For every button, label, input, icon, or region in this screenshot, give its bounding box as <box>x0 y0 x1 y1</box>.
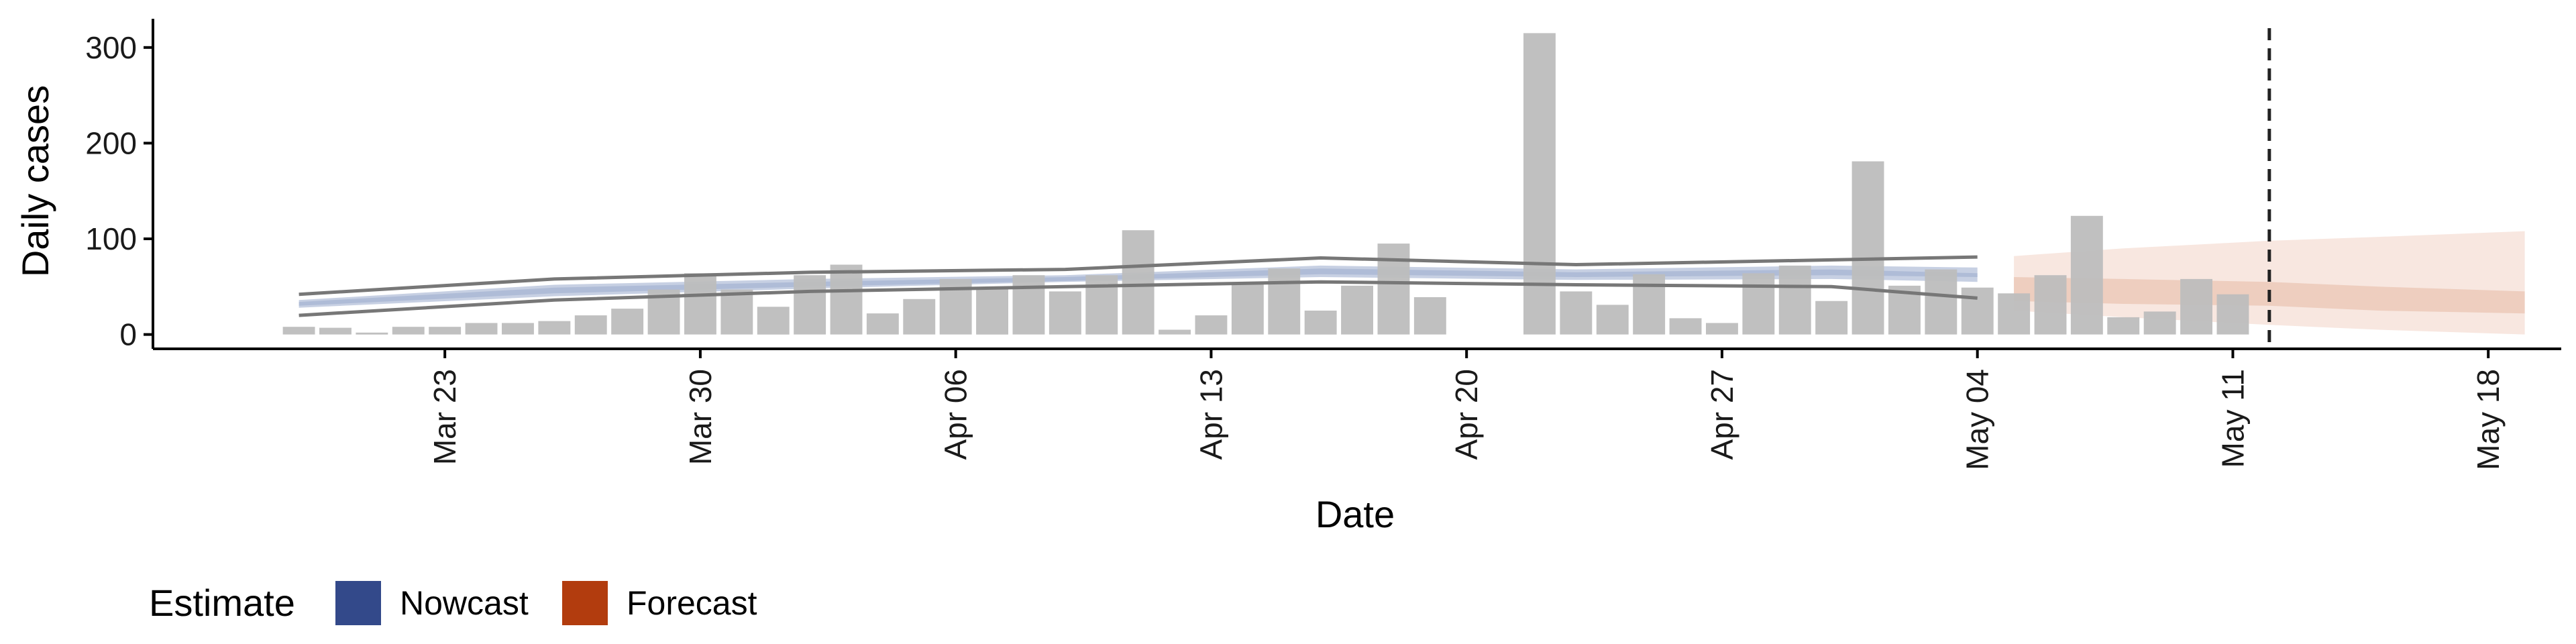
estimate-lower-line <box>299 280 1978 317</box>
legend-label-nowcast: Nowcast <box>400 584 529 622</box>
bar <box>720 289 753 335</box>
bar <box>1815 301 1848 335</box>
bar <box>356 332 388 335</box>
bar <box>1413 297 1446 335</box>
estimate-upper-line <box>299 255 1978 297</box>
legend-title: Estimate <box>149 582 295 624</box>
bar <box>502 323 534 335</box>
x-axis-title: Date <box>1316 493 1395 535</box>
axes-layer: 0 100 200 300 Mar 23 Mar 30 Apr 06 Apr 13 Apr 20… <box>85 19 2561 470</box>
y-tick-label: 200 <box>85 125 137 160</box>
x-tick-label: Apr 20 <box>1449 369 1484 460</box>
bar <box>2143 311 2176 335</box>
bar <box>1231 284 1264 335</box>
x-tick-label: May 11 <box>2215 369 2250 468</box>
bar <box>1742 273 1775 335</box>
bar <box>976 288 1008 335</box>
x-tick-label: Apr 27 <box>1705 369 1739 460</box>
estimate-lines-layer <box>299 255 1978 317</box>
bar <box>1998 293 2031 335</box>
x-tick-label: Apr 06 <box>938 369 973 460</box>
bar <box>2034 275 2067 335</box>
bar <box>538 321 571 335</box>
bar <box>866 313 899 335</box>
bar <box>1085 275 1118 335</box>
bar <box>2107 317 2140 335</box>
bar <box>1195 315 1228 335</box>
x-tick-label: Apr 13 <box>1193 369 1228 460</box>
bar <box>1049 291 1081 335</box>
bar <box>1159 329 1191 335</box>
bar <box>684 273 716 335</box>
bar <box>1851 161 1884 335</box>
bar <box>429 327 462 335</box>
y-tick-label: 100 <box>85 221 137 256</box>
bar <box>1596 305 1629 335</box>
bar <box>830 264 863 335</box>
bar <box>794 275 826 335</box>
x-tick-label: May 18 <box>2471 369 2506 470</box>
bar <box>2070 215 2103 335</box>
y-tick-label: 300 <box>85 30 137 65</box>
bar <box>574 315 607 335</box>
bar <box>1706 323 1738 335</box>
legend-swatch-forecast <box>562 581 608 625</box>
bar <box>757 307 790 335</box>
bar <box>1669 318 1702 335</box>
bar <box>1778 265 1811 335</box>
bar <box>319 327 352 335</box>
x-tick-label: May 04 <box>1960 369 1995 470</box>
bar <box>1377 244 1410 335</box>
bar <box>1523 33 1556 335</box>
x-tick-label: Mar 23 <box>427 369 462 465</box>
bar <box>903 299 936 335</box>
bar <box>2180 278 2212 335</box>
bar <box>1633 274 1666 335</box>
bar <box>1268 268 1301 335</box>
bar <box>282 327 315 335</box>
y-axis-title: Daily cases <box>14 85 56 277</box>
y-tick-label: 0 <box>119 317 137 352</box>
bars-layer <box>282 33 2249 335</box>
bar <box>1012 275 1045 335</box>
bar <box>611 309 644 335</box>
bar <box>1560 291 1593 335</box>
bar <box>465 323 498 335</box>
legend: Estimate Nowcast Forecast <box>149 581 757 625</box>
bar <box>1304 311 1337 335</box>
legend-label-forecast: Forecast <box>627 584 757 622</box>
bar <box>1961 287 1994 335</box>
bar <box>392 327 425 335</box>
bar <box>1122 230 1155 335</box>
legend-swatch-nowcast <box>335 581 381 625</box>
bar <box>1341 285 1373 335</box>
bar <box>2216 294 2249 335</box>
x-tick-label: Mar 30 <box>683 369 718 465</box>
bar <box>1925 269 1957 335</box>
